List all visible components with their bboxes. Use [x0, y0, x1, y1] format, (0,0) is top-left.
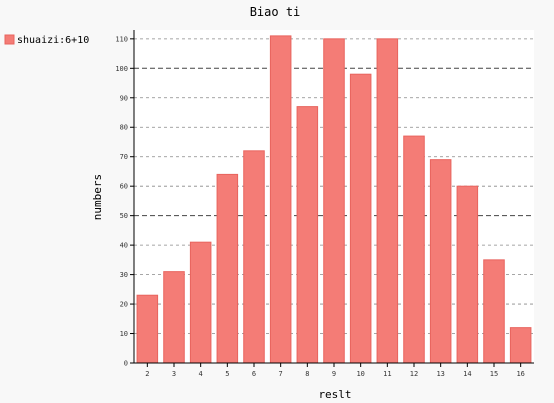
y-tick-label: 10 [120, 330, 128, 338]
y-tick-label: 30 [120, 271, 128, 279]
x-tick-label: 9 [332, 370, 336, 378]
x-tick-label: 6 [252, 370, 256, 378]
bar[interactable] [483, 259, 505, 364]
bar[interactable] [323, 38, 345, 364]
bar[interactable] [403, 135, 425, 364]
y-tick-label: 80 [120, 124, 128, 132]
x-tick-label: 14 [463, 370, 471, 378]
x-axis-ticks: 2 3 4 5 6 7 8 9 10 11 12 13 14 15 16 [145, 363, 525, 378]
bar[interactable] [243, 150, 265, 364]
x-tick-label: 4 [199, 370, 203, 378]
bar[interactable] [429, 159, 452, 364]
x-tick-label: 5 [225, 370, 229, 378]
x-axis-label: reslt [318, 388, 351, 401]
bar[interactable] [163, 271, 185, 364]
y-tick-label: 40 [120, 242, 128, 250]
bar[interactable] [509, 327, 532, 364]
x-tick-label: 16 [516, 370, 524, 378]
y-tick-label: 70 [120, 153, 128, 161]
x-tick-label: 12 [410, 370, 418, 378]
bar[interactable] [269, 35, 292, 364]
y-tick-label: 110 [115, 35, 128, 43]
bar[interactable] [136, 294, 159, 364]
x-tick-label: 15 [490, 370, 498, 378]
y-tick-label: 60 [120, 183, 128, 191]
bar[interactable] [376, 38, 399, 364]
x-tick-label: 8 [305, 370, 309, 378]
bar[interactable] [216, 173, 239, 364]
y-tick-label: 50 [120, 212, 128, 220]
y-axis-label: numbers [91, 174, 104, 220]
x-tick-label: 13 [436, 370, 444, 378]
y-axis-ticks: 0 10 20 30 40 50 60 70 80 90 100 110 [115, 35, 134, 368]
x-tick-label: 10 [356, 370, 364, 378]
bar[interactable] [349, 73, 372, 364]
y-tick-label: 0 [124, 360, 128, 368]
chart-title: Biao ti [250, 5, 301, 19]
x-tick-label: 11 [383, 370, 391, 378]
legend[interactable]: shuaizi:6+10 [4, 34, 89, 46]
y-tick-label: 20 [120, 301, 128, 309]
bars [136, 35, 532, 364]
legend-swatch [4, 34, 15, 45]
bar[interactable] [296, 106, 319, 364]
x-tick-label: 7 [279, 370, 283, 378]
y-tick-label: 100 [115, 65, 128, 73]
bar[interactable] [189, 241, 212, 364]
x-tick-label: 2 [145, 370, 149, 378]
y-tick-label: 90 [120, 94, 128, 102]
legend-label: shuaizi:6+10 [17, 35, 89, 46]
bar[interactable] [456, 185, 479, 364]
x-tick-label: 3 [172, 370, 176, 378]
